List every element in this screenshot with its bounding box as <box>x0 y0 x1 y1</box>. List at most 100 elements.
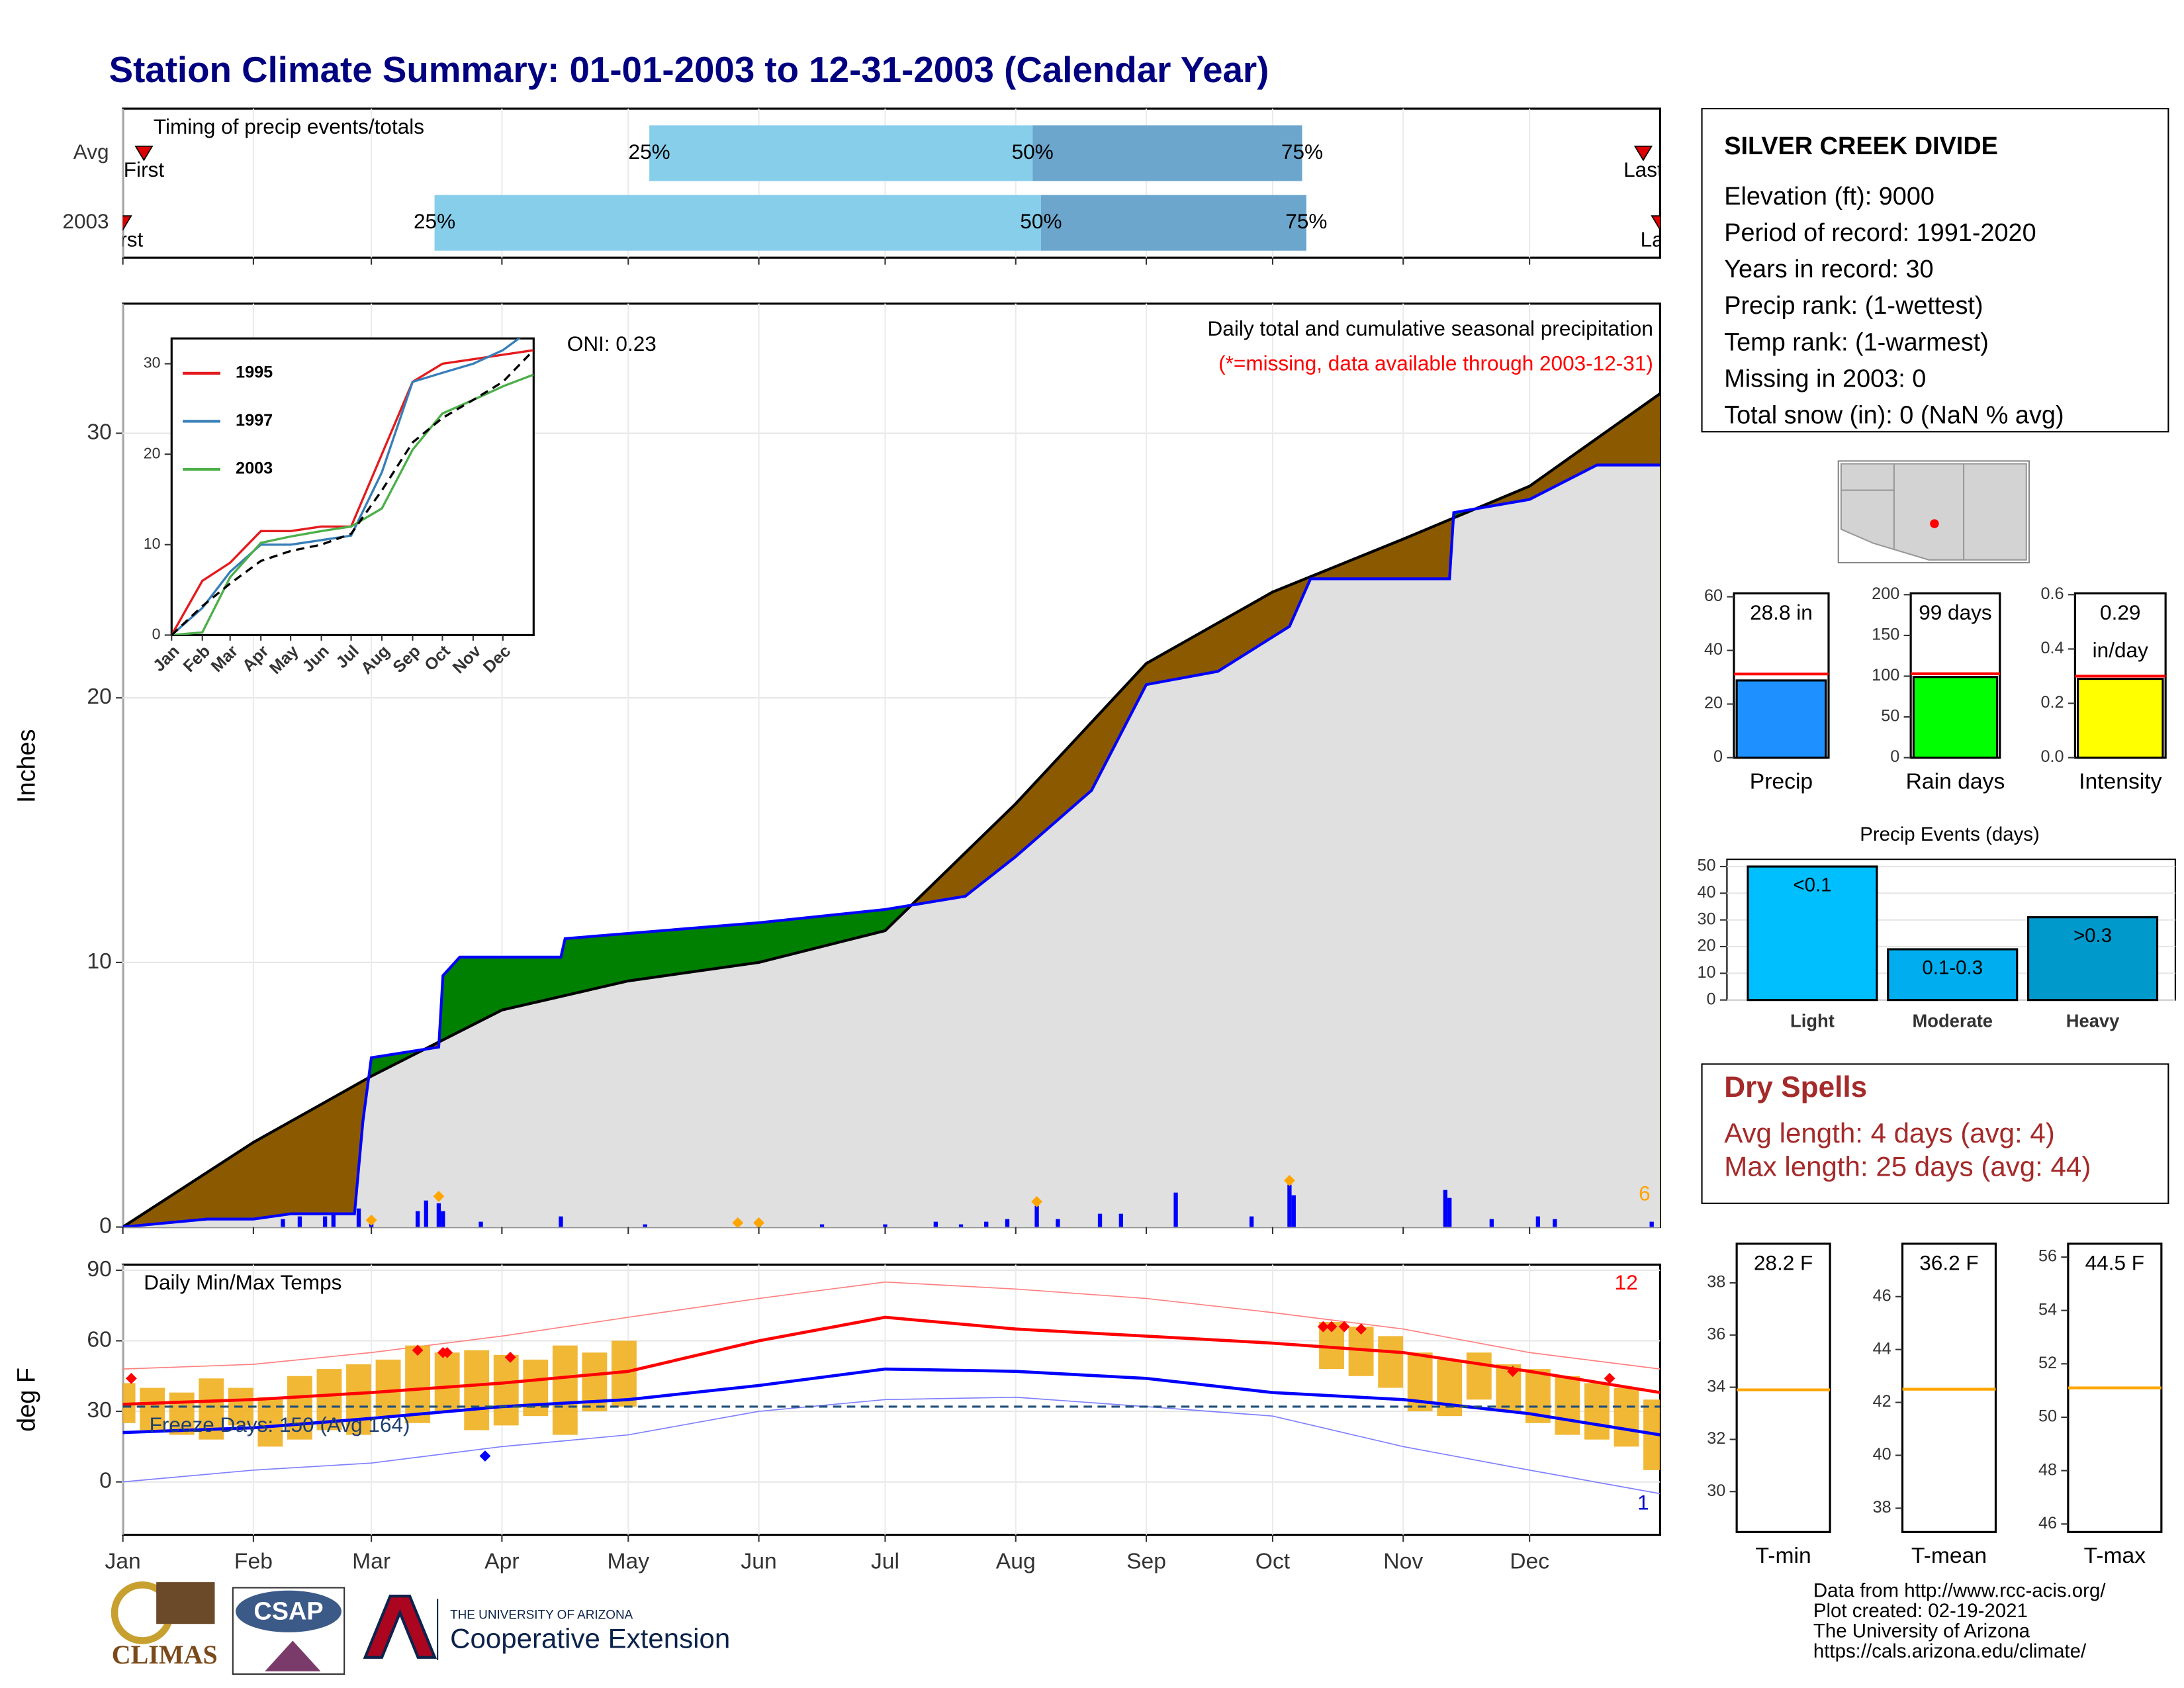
summary-bar <box>2077 677 2164 759</box>
y-tick-label: 20 <box>1704 694 1723 712</box>
quantile-label: 25% <box>629 140 670 164</box>
inset-panel <box>170 337 535 636</box>
y-tick-label: 200 <box>1872 585 1899 603</box>
dry-spell-line: Max length: 25 days (avg: 44) <box>1724 1150 2091 1182</box>
daily-bar <box>1443 1190 1448 1227</box>
y-tick-label: 46 <box>1873 1286 1891 1305</box>
logo-text: CLIMAS <box>112 1640 218 1669</box>
cumulative-areas <box>122 392 1661 1227</box>
flag-count: 6 <box>1639 1182 1651 1205</box>
y-tick-label: 10 <box>87 949 111 974</box>
station-line: Temp rank: (1-warmest) <box>1724 328 1989 356</box>
missing-marker <box>732 1217 744 1227</box>
first-label: First <box>103 227 144 251</box>
x-tick-label: Dec <box>1510 1550 1549 1574</box>
inset-lines <box>171 338 534 635</box>
station-box <box>1701 108 2169 433</box>
summary-label: T-max <box>2084 1544 2146 1568</box>
inset-line <box>171 338 521 635</box>
x-tick-label: Oct <box>1255 1550 1291 1574</box>
chart-title: Daily total and cumulative seasonal prec… <box>1208 316 1653 340</box>
y-tick-label: 44 <box>1873 1339 1891 1358</box>
bin-label: >0.3 <box>2073 925 2112 947</box>
y-tick-label: 0 <box>1890 747 1899 766</box>
y-tick-label: 30 <box>1697 910 1715 928</box>
x-tick-label: Nov <box>1383 1550 1423 1574</box>
observed-range <box>1584 1383 1610 1440</box>
legend-label: 2003 <box>236 459 273 478</box>
oni-label: ONI: 0.23 <box>567 332 657 355</box>
dry-spells-box <box>1701 1063 2169 1204</box>
y-tick-label: 40 <box>1697 883 1715 902</box>
y-tick-label: 40 <box>1704 640 1723 659</box>
legend-label: 1997 <box>236 411 273 430</box>
bin-label: 0.1-0.3 <box>1922 957 1983 978</box>
y-tick-label: 20 <box>144 444 161 461</box>
y-axis-label: deg F <box>13 1368 41 1432</box>
station-line: Period of record: 1991-2020 <box>1724 219 2036 247</box>
y-tick-label: 0 <box>99 1213 112 1238</box>
x-tick-label: Aug <box>996 1550 1036 1574</box>
page-title: Station Climate Summary: 01-01-2003 to 1… <box>109 49 1269 90</box>
station-line: Total snow (in): 0 (NaN % avg) <box>1724 402 2064 430</box>
temp-marks <box>122 1281 1661 1495</box>
daily-bar <box>1056 1219 1060 1227</box>
daily-bar <box>436 1203 441 1227</box>
y-tick-label: 100 <box>1872 666 1899 684</box>
observed-range <box>140 1387 165 1430</box>
quantile-bar <box>1032 125 1302 181</box>
y-tick-label: 60 <box>87 1327 111 1352</box>
x-tick-label: Jan <box>105 1550 141 1574</box>
row-label: Avg <box>73 140 109 164</box>
logo-text: Cooperative Extension <box>450 1623 730 1654</box>
daily-bar <box>984 1221 989 1227</box>
chart-title: Precip Events (days) <box>1860 823 2040 845</box>
summary-bar <box>1912 676 1999 759</box>
chart-title: Daily Min/Max Temps <box>144 1270 341 1294</box>
missing-marker <box>433 1190 445 1202</box>
y-tick-label: 0.4 <box>2040 639 2064 657</box>
daily-bar <box>883 1224 887 1227</box>
daily-bar <box>958 1224 964 1227</box>
logo-climas: CLIMAS <box>111 1581 218 1669</box>
quantile-label: 25% <box>414 209 455 233</box>
station-title: SILVER CREEK DIVIDE <box>1724 132 1998 160</box>
y-tick-label: 54 <box>2038 1300 2057 1319</box>
observed-range <box>1466 1352 1492 1400</box>
timing-marker <box>1633 146 1653 162</box>
y-tick-label: 30 <box>1707 1481 1725 1500</box>
daily-bar <box>1291 1195 1296 1227</box>
daily-bar <box>1447 1197 1452 1227</box>
record-marker <box>1507 1366 1519 1378</box>
logo-csap: CSAP <box>232 1587 345 1675</box>
observed-range <box>1614 1387 1639 1447</box>
summary-label: Rain days <box>1906 769 2005 794</box>
credit-line: Data from http://www.rcc-acis.org/ <box>1813 1580 2106 1602</box>
observed-range <box>1555 1376 1580 1435</box>
timing-marker <box>122 215 132 231</box>
station-line: Elevation (ft): 9000 <box>1724 183 1934 211</box>
quantile-label: 50% <box>1020 209 1062 233</box>
quantile-label: 75% <box>1281 140 1323 164</box>
missing-marker <box>1031 1196 1042 1207</box>
credit-line: The University of Arizona <box>1813 1620 2030 1642</box>
summary-label: T-min <box>1756 1544 1811 1568</box>
x-tick-label: Heavy <box>2066 1011 2120 1031</box>
quantile-bar <box>649 125 1033 181</box>
value-label: 0.29 <box>2100 600 2140 624</box>
timing-marker <box>134 146 154 162</box>
y-tick-label: 150 <box>1872 626 1899 644</box>
value-label: 36.2 F <box>1919 1251 1978 1275</box>
summary-bar <box>1735 679 1827 759</box>
y-tick-label: 46 <box>2038 1514 2057 1532</box>
y-tick-label: 20 <box>1697 937 1715 955</box>
record-max-line <box>122 1281 1661 1370</box>
avg-max-line <box>122 1315 1661 1406</box>
summary-label: Precip <box>1750 769 1813 794</box>
y-tick-label: 30 <box>87 1398 111 1423</box>
chart-subtitle: (*=missing, data available through 2003-… <box>1218 352 1653 375</box>
daily-bar <box>1173 1192 1178 1227</box>
y-tick-label: 50 <box>2038 1407 2057 1426</box>
record-marker <box>1355 1323 1367 1335</box>
